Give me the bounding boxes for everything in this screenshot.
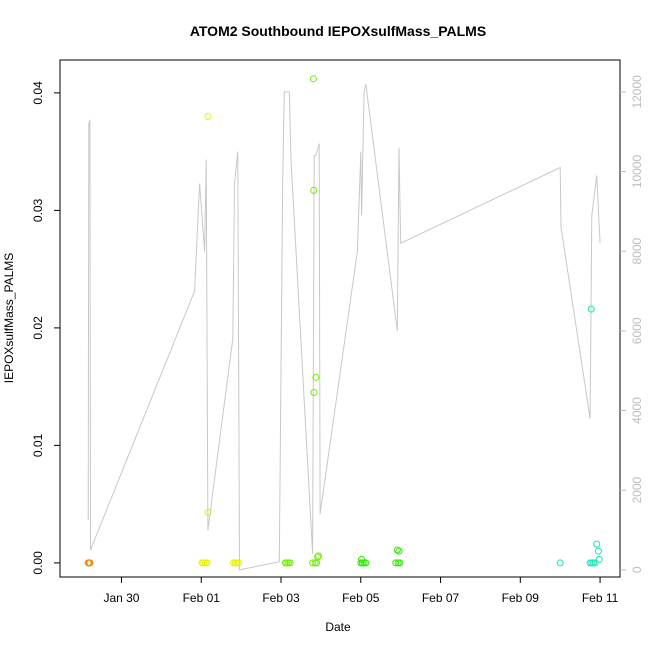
- y2-tick-label: 2000: [630, 476, 644, 503]
- altitude-line: [87, 83, 601, 571]
- data-point: [312, 373, 320, 381]
- data-point: [594, 547, 602, 555]
- x-tick-label: Jan 30: [103, 591, 139, 605]
- y-tick-label: 0.03: [31, 198, 45, 222]
- data-point: [310, 389, 318, 396]
- y-axis: 0.00 0.01 0.02 0.03 0.04: [31, 81, 60, 575]
- x-axis-label: Date: [325, 620, 351, 634]
- data-point: [286, 559, 294, 567]
- y-tick-label: 0.01: [31, 433, 45, 457]
- y2-tick-label: 0: [630, 566, 644, 573]
- data-point: [591, 559, 599, 567]
- data-point: [235, 559, 243, 567]
- data-point: [204, 112, 212, 120]
- data-point: [395, 547, 403, 555]
- data-point: [314, 552, 322, 560]
- x-tick-label: Feb 01: [183, 591, 221, 605]
- x-tick-label: Feb 11: [582, 591, 619, 605]
- x-axis: Jan 30 Feb 01 Feb 03 Feb 05 Feb 07 Feb 09 Feb …: [103, 577, 619, 605]
- plot-area: [87, 83, 601, 571]
- data-point: [204, 508, 212, 516]
- data-point: [556, 559, 564, 567]
- data-point: [86, 559, 94, 567]
- data-point: [396, 559, 404, 567]
- data-point: [593, 540, 601, 548]
- data-point: [587, 305, 595, 313]
- data-point: [203, 559, 211, 567]
- y-axis-label: IEPOXsulfMass_PALMS: [2, 253, 16, 384]
- secondary-y-axis: 0 2000 4000 6000 8000 10000 12000: [620, 75, 644, 573]
- x-tick-label: Feb 09: [502, 591, 540, 605]
- data-point: [310, 186, 318, 194]
- x-tick-label: Feb 07: [422, 591, 460, 605]
- data-point: [595, 555, 603, 563]
- y-tick-label: 0.00: [31, 551, 45, 575]
- y2-tick-label: 8000: [630, 238, 644, 265]
- data-points: [84, 75, 603, 567]
- data-point: [309, 75, 317, 83]
- data-point: [392, 559, 400, 567]
- y2-tick-label: 6000: [630, 317, 644, 344]
- y2-tick-label: 12000: [630, 75, 644, 109]
- y-tick-label: 0.04: [31, 81, 45, 105]
- x-tick-label: Feb 05: [342, 591, 380, 605]
- x-tick-label: Feb 03: [262, 591, 300, 605]
- chart-title: ATOM2 Southbound IEPOXsulfMass_PALMS: [190, 23, 486, 39]
- y-tick-label: 0.02: [31, 316, 45, 340]
- data-point: [309, 559, 317, 567]
- y2-tick-label: 10000: [630, 155, 644, 189]
- data-point: [393, 546, 401, 554]
- y2-tick-label: 4000: [630, 397, 644, 424]
- plot-frame: [59, 59, 621, 578]
- data-point: [314, 553, 322, 561]
- data-point: [362, 559, 370, 567]
